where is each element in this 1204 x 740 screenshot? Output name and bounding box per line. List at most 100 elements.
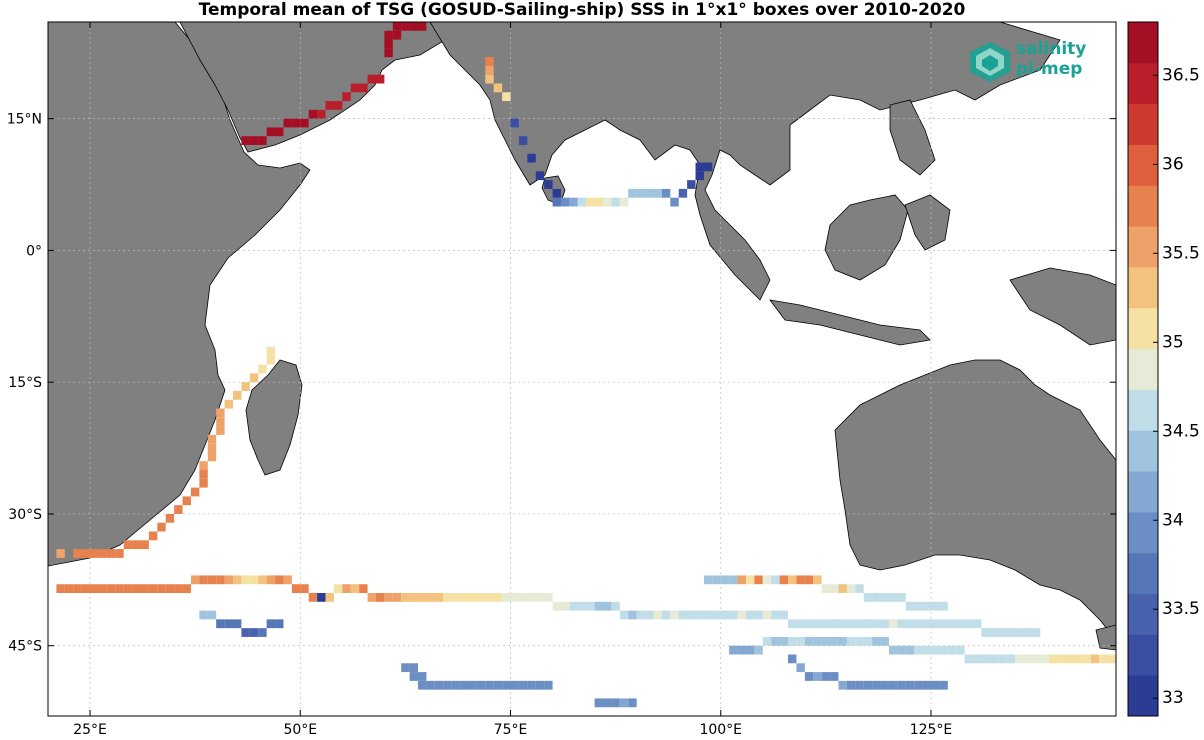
sss-cell <box>914 601 923 611</box>
sss-cell <box>468 680 477 690</box>
sss-cell <box>174 584 183 594</box>
sss-cell <box>560 197 570 207</box>
colorbar-border <box>1127 21 1159 717</box>
land-sulawesi <box>904 194 951 251</box>
sss-cell <box>830 584 839 594</box>
sss-cell <box>804 636 814 646</box>
sss-cell <box>905 680 915 690</box>
sss-cell <box>830 672 839 681</box>
sss-cell <box>888 619 898 629</box>
sss-cell <box>468 593 477 602</box>
sss-cell <box>872 680 881 690</box>
land-philippines <box>889 99 936 176</box>
lon-tick-label: 75°E <box>494 722 528 738</box>
sss-cell <box>973 619 982 629</box>
sss-cell <box>1006 654 1016 664</box>
sss-cell <box>443 593 452 602</box>
sss-cell <box>846 680 856 690</box>
land-masses <box>48 22 1116 651</box>
sss-cell <box>359 584 368 594</box>
sss-cell <box>729 645 738 655</box>
sss-cell <box>661 610 671 620</box>
sss-cell <box>418 593 427 602</box>
logo-text-pi-mep: pi-mep <box>1016 59 1083 79</box>
sss-cell <box>249 628 259 637</box>
sss-cell <box>619 698 629 708</box>
sss-cell <box>409 663 419 673</box>
sss-cell <box>199 575 208 585</box>
sss-cell <box>502 680 511 690</box>
sss-cell <box>81 584 91 594</box>
sss-cell <box>535 680 545 690</box>
sss-cell <box>115 549 124 558</box>
land-new-guinea <box>1009 267 1116 346</box>
sss-cell <box>502 92 511 102</box>
sss-cell <box>476 680 486 690</box>
sss-cell <box>670 610 679 620</box>
colorbar <box>1127 21 1159 717</box>
sss-cell <box>510 593 519 602</box>
sss-cell <box>838 636 847 646</box>
sss-cell <box>317 109 326 119</box>
colorbar-tick-label: 33 <box>1162 688 1184 708</box>
sss-cell <box>922 680 931 690</box>
sss-cell <box>981 654 990 664</box>
sss-cell <box>754 610 763 620</box>
sss-cell <box>964 619 974 629</box>
sss-cell <box>737 610 746 620</box>
sss-cell <box>207 575 217 585</box>
sss-cell <box>527 593 536 602</box>
lat-tick-label: 15°S <box>8 375 42 391</box>
sss-cell <box>855 636 864 646</box>
sss-cell <box>207 452 217 462</box>
sss-cell <box>855 680 864 690</box>
sss-cell <box>1099 654 1108 664</box>
sss-cell <box>106 584 116 594</box>
lat-tick-label: 30°S <box>8 507 42 523</box>
sss-cell <box>392 22 402 31</box>
sss-cell <box>821 636 831 646</box>
sss-cell <box>720 575 730 585</box>
sss-cell <box>552 188 561 198</box>
sss-cell <box>670 197 679 207</box>
sss-cell <box>275 575 284 585</box>
sss-cell <box>653 610 662 620</box>
sss-cell <box>603 601 612 611</box>
logo-text-salinity: salinity <box>1016 39 1087 59</box>
sss-cell <box>981 628 990 637</box>
sss-cell <box>258 364 267 374</box>
sss-cell <box>880 619 889 629</box>
sss-cell <box>779 610 789 620</box>
sss-cell <box>846 636 856 646</box>
sss-cell <box>973 654 982 664</box>
sss-cell <box>258 628 267 637</box>
sss-cell <box>460 593 469 602</box>
sss-cell <box>754 575 763 585</box>
sss-cell <box>998 654 1007 664</box>
sss-cell <box>426 13 434 22</box>
colorbar-segment <box>1128 389 1158 431</box>
sss-cell <box>821 584 831 594</box>
sss-cell <box>1006 628 1016 637</box>
sss-cell <box>409 672 419 681</box>
sss-cell <box>863 593 873 602</box>
sss-cell <box>359 83 368 93</box>
map-border <box>47 21 1117 717</box>
sss-cell <box>687 180 696 189</box>
sss-cell <box>914 619 923 629</box>
sss-cell <box>451 680 461 690</box>
colorbar-segment <box>1128 266 1158 309</box>
sss-cell <box>788 654 797 664</box>
sss-cell <box>897 593 906 602</box>
sss-cell <box>1023 628 1032 637</box>
sss-cell <box>872 593 881 602</box>
sss-cell <box>939 645 948 655</box>
sss-cell <box>451 593 461 602</box>
sss-cell <box>914 680 923 690</box>
land-tasmania <box>1095 624 1116 651</box>
colorbar-segment <box>1128 103 1158 145</box>
sss-cell <box>788 575 797 585</box>
sss-cell <box>594 197 604 207</box>
sss-cell <box>199 610 208 620</box>
sss-cell <box>216 619 225 629</box>
